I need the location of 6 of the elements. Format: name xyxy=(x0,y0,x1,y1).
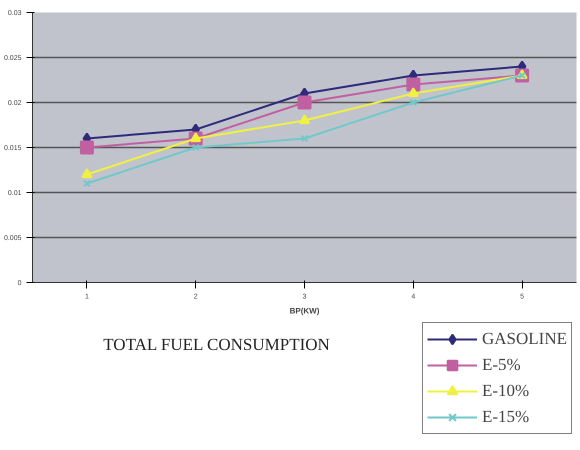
text: TOTAL FUEL CONSUMPTION xyxy=(103,335,330,354)
legend-label: E-15% xyxy=(482,407,530,427)
legend-label: GASOLINE xyxy=(482,329,567,349)
x-axis-title: BP(KW) xyxy=(290,306,320,316)
legend-label: E-10% xyxy=(482,381,530,401)
legend-label: E-5% xyxy=(482,355,521,375)
